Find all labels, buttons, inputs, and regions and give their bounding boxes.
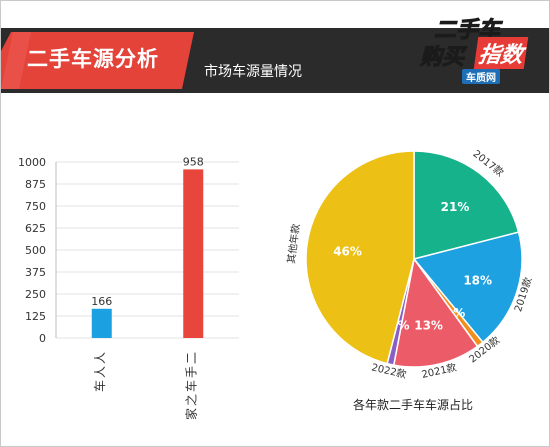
logo-line2a: 购买 (419, 45, 465, 71)
logo-line3: 车质网 (462, 69, 500, 84)
pie-percent-label: 13% (414, 318, 443, 332)
x-tick-label-char: 车 (183, 380, 198, 392)
y-tick-label: 250 (25, 288, 46, 301)
bar (91, 308, 112, 338)
pie-slice (413, 150, 520, 260)
brand-logo: 二手车 购买 指数 车质网 (414, 9, 544, 89)
y-tick-label: 375 (25, 266, 46, 279)
pie-slice (305, 150, 415, 365)
y-tick-label: 500 (25, 244, 46, 257)
bar-value-label: 166 (91, 295, 112, 308)
pie-percent-label: 18% (463, 274, 492, 288)
header-banner: 二手车源分析 市场车源量情况 二手车 购买 指数 车质网 (1, 1, 549, 96)
y-tick-label: 125 (25, 310, 46, 323)
pie-category-label: 其他年款 (285, 223, 303, 264)
bar-value-label: 958 (183, 155, 204, 168)
x-tick-label-char: 人 (93, 352, 107, 364)
pie-slice (412, 231, 523, 344)
pie-percent-label: 46% (333, 245, 362, 259)
pie-percent-label: 21% (441, 200, 470, 214)
y-tick-label: 875 (25, 178, 46, 191)
x-tick-label-char: 车 (92, 380, 107, 392)
y-tick-label: 1000 (18, 156, 46, 169)
x-tick-label-char: 二 (184, 352, 198, 364)
x-tick-label-char: 之 (184, 394, 198, 406)
bar (183, 169, 204, 338)
pie-slice (392, 257, 479, 368)
y-tick-label: 750 (25, 200, 46, 213)
page-title: 二手车源分析 (27, 47, 159, 71)
page-subtitle: 市场车源量情况 (204, 64, 302, 80)
x-tick-label-char: 人 (93, 366, 107, 378)
x-tick-label-char: 手 (184, 366, 198, 378)
x-tick-label-char: 家 (183, 408, 198, 420)
header-background (1, 28, 549, 93)
y-tick-label: 625 (25, 222, 46, 235)
pie-chart-title: 各年款二手车车源占比 (353, 397, 473, 412)
y-tick-label: 0 (39, 332, 46, 345)
